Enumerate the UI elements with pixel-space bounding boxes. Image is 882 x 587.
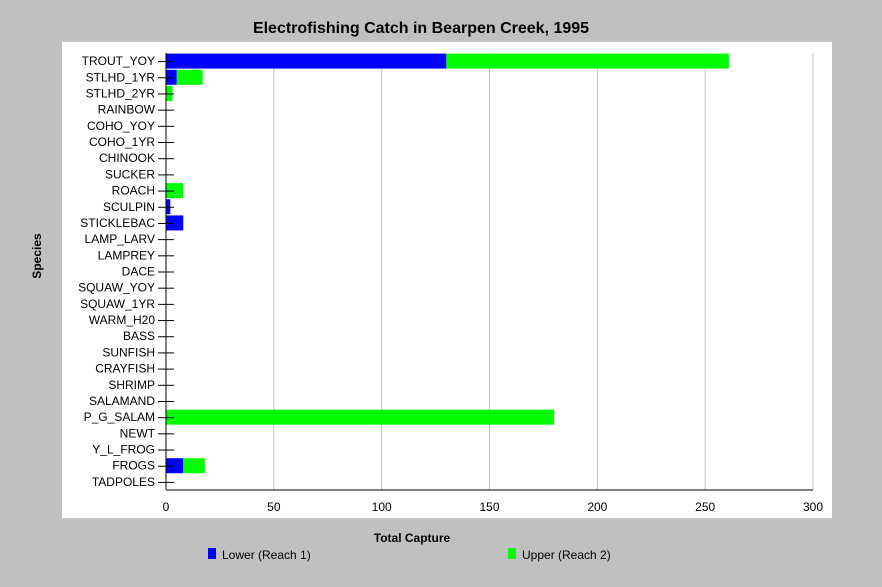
x-tick-label: 50: [267, 500, 281, 514]
legend-swatch: [508, 548, 516, 559]
y-tick-label: CRAYFISH: [95, 362, 155, 376]
x-tick-labels: 0 50 100 150 200 250 300: [163, 500, 824, 514]
x-tick-label: 250: [695, 500, 715, 514]
bars: [166, 53, 729, 474]
y-tick-label: SHRIMP: [108, 378, 155, 392]
y-tick-labels: TROUT_YOY STLHD_1YR STLHD_2YR RAINBOW COHO_Y…: [78, 54, 156, 489]
x-tick-label: 200: [587, 500, 607, 514]
y-axis-title: Species: [30, 233, 44, 279]
y-tick-label: SUCKER: [105, 167, 155, 181]
y-tick-label: COHO_YOY: [87, 119, 155, 133]
y-tick-label: FROGS: [112, 459, 155, 473]
y-tick-label: SALAMAND: [89, 394, 155, 408]
y-tick-label: WARM_H20: [89, 313, 156, 327]
legend-swatch: [208, 548, 216, 559]
x-tick-label: 300: [803, 500, 823, 514]
bar: [166, 183, 184, 199]
y-tick-label: STLHD_1YR: [86, 70, 156, 84]
x-tick-label: 150: [479, 500, 499, 514]
bar: [166, 215, 184, 231]
bar: [446, 53, 729, 69]
y-tick-label: SQUAW_1YR: [80, 297, 155, 311]
y-tick-label: COHO_1YR: [89, 135, 155, 149]
y-tick-label: SQUAW_YOY: [78, 281, 155, 295]
bar: [183, 458, 205, 474]
legend-label: Upper (Reach 2): [522, 548, 611, 562]
bar: [166, 409, 555, 425]
y-tick-label: P_G_SALAM: [84, 410, 155, 424]
y-tick-label: TROUT_YOY: [82, 54, 155, 68]
y-tick-label: LAMP_LARV: [85, 232, 155, 246]
y-tick-label: STLHD_2YR: [86, 86, 156, 100]
bar: [176, 69, 203, 85]
axes: [158, 53, 813, 491]
y-tick-label: SCULPIN: [103, 200, 155, 214]
y-tick-label: LAMPREY: [98, 248, 155, 262]
y-tick-label: STICKLEBAC: [80, 216, 155, 230]
legend: Lower (Reach 1) Upper (Reach 2): [208, 548, 611, 562]
y-tick-label: SUNFISH: [102, 345, 155, 359]
bar: [166, 458, 184, 474]
y-tick-label: BASS: [123, 329, 155, 343]
y-tick-label: Y_L_FROG: [92, 443, 155, 457]
x-axis-title: Total Capture: [374, 531, 451, 545]
y-tick-label: NEWT: [120, 426, 156, 440]
y-tick-label: CHINOOK: [99, 151, 155, 165]
chart-panel: [62, 42, 832, 518]
y-tick-label: TADPOLES: [92, 475, 155, 489]
legend-label: Lower (Reach 1): [222, 548, 311, 562]
bar: [166, 53, 447, 69]
chart-title: Electrofishing Catch in Bearpen Creek, 1…: [253, 20, 589, 37]
y-tick-label: RAINBOW: [98, 103, 156, 117]
y-tick-label: DACE: [122, 265, 155, 279]
x-tick-label: 0: [163, 500, 170, 514]
x-tick-label: 100: [372, 500, 392, 514]
y-tick-label: ROACH: [112, 184, 155, 198]
